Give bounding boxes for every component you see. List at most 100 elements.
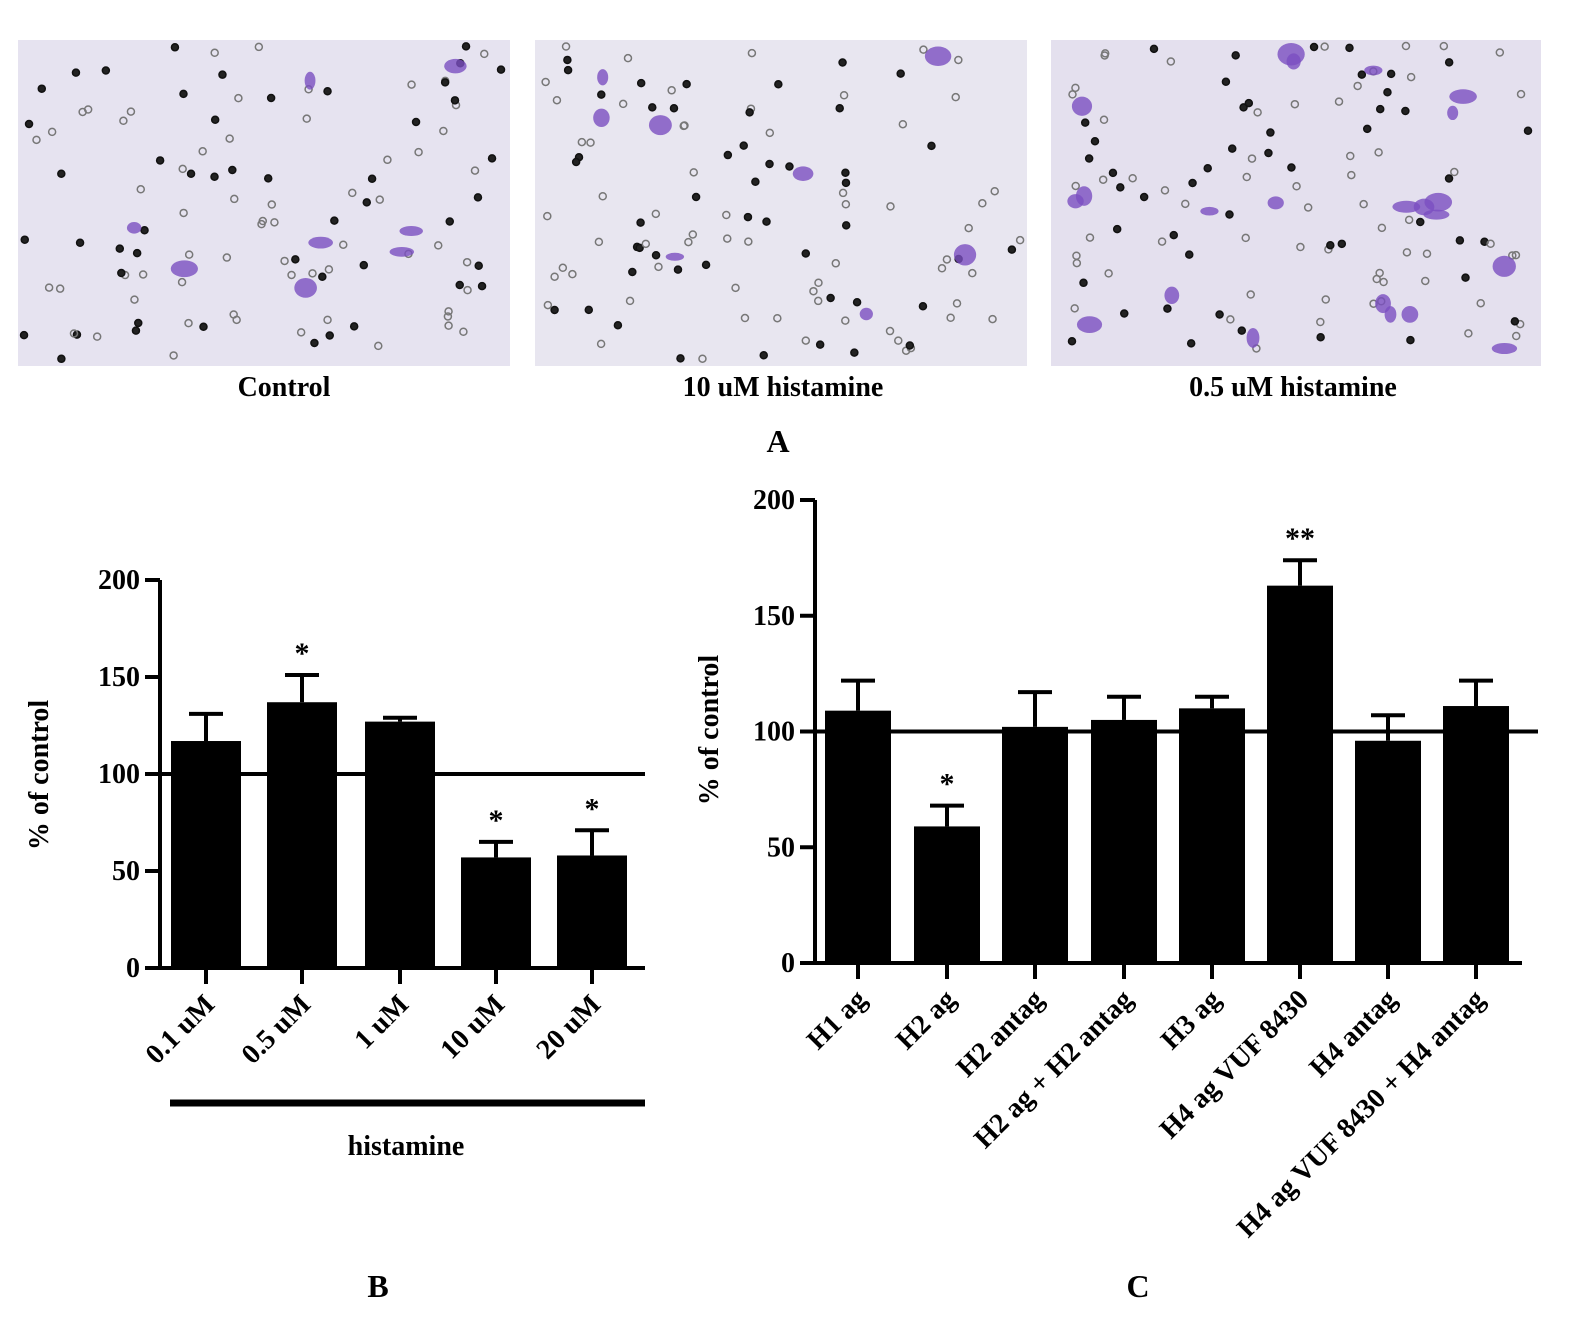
cell bbox=[1372, 274, 1381, 284]
cell bbox=[905, 341, 915, 350]
cell bbox=[359, 260, 369, 270]
cell bbox=[597, 90, 606, 99]
cell bbox=[210, 115, 220, 124]
cell bbox=[739, 141, 748, 150]
caption: Control bbox=[238, 372, 331, 403]
cell bbox=[1461, 273, 1470, 282]
cell bbox=[71, 68, 81, 77]
cell bbox=[1444, 58, 1454, 67]
cell bbox=[487, 154, 497, 163]
cell bbox=[852, 297, 862, 307]
cell bbox=[134, 318, 143, 328]
cell bbox=[1404, 215, 1414, 225]
cell bbox=[563, 55, 572, 65]
cell bbox=[990, 186, 999, 196]
x-tick-label: 0.5 uM bbox=[236, 989, 317, 1070]
cell bbox=[1357, 70, 1367, 79]
y-tick-label: 100 bbox=[753, 717, 795, 748]
cell bbox=[541, 77, 550, 87]
cell bbox=[374, 341, 383, 351]
cell bbox=[682, 79, 691, 89]
cell bbox=[774, 80, 783, 89]
stained-cell bbox=[126, 222, 142, 234]
cell bbox=[1296, 242, 1305, 252]
cell bbox=[1309, 42, 1319, 52]
cell bbox=[636, 78, 646, 88]
caption: 10 uM histamine bbox=[683, 372, 884, 403]
cell bbox=[839, 90, 849, 100]
cell bbox=[270, 218, 279, 227]
cell bbox=[1079, 278, 1088, 288]
cell bbox=[838, 58, 847, 67]
cell bbox=[480, 49, 489, 59]
cell bbox=[407, 80, 416, 89]
cell bbox=[785, 162, 794, 171]
cell bbox=[198, 147, 207, 156]
cell bbox=[459, 327, 468, 336]
stained-cell bbox=[953, 244, 977, 266]
cell bbox=[445, 217, 455, 226]
cell bbox=[414, 147, 423, 157]
cell bbox=[898, 119, 908, 129]
cell bbox=[1510, 317, 1520, 326]
cell bbox=[623, 53, 633, 63]
cell bbox=[826, 293, 835, 303]
cell bbox=[1149, 44, 1159, 54]
bar bbox=[1002, 726, 1068, 963]
cell bbox=[946, 313, 955, 323]
cell bbox=[232, 315, 241, 325]
cell bbox=[131, 326, 141, 335]
cell bbox=[433, 241, 443, 250]
cell bbox=[463, 285, 472, 295]
cell bbox=[885, 326, 895, 336]
cell bbox=[1383, 88, 1392, 97]
y-tick-label: 200 bbox=[98, 565, 140, 596]
cell bbox=[1116, 183, 1125, 192]
cell bbox=[19, 330, 29, 340]
cell bbox=[1346, 151, 1355, 161]
stained-cell bbox=[1076, 316, 1103, 333]
cell bbox=[942, 255, 952, 264]
cell bbox=[1246, 290, 1255, 299]
cell bbox=[1169, 230, 1179, 240]
cell bbox=[598, 192, 608, 201]
cell bbox=[651, 209, 661, 219]
bar bbox=[267, 702, 337, 968]
cell bbox=[765, 128, 775, 138]
cell bbox=[747, 48, 757, 58]
cell bbox=[1085, 233, 1095, 242]
cell bbox=[473, 193, 483, 202]
cell bbox=[596, 339, 606, 349]
cell bbox=[92, 332, 102, 341]
cell bbox=[651, 251, 661, 260]
cell bbox=[1523, 126, 1533, 136]
cell bbox=[543, 300, 553, 310]
cell bbox=[474, 261, 483, 270]
caption: 0.5 uM histamine bbox=[1189, 372, 1397, 403]
y-tick-label: 50 bbox=[767, 832, 795, 863]
cell bbox=[130, 295, 139, 304]
cell bbox=[310, 338, 319, 348]
cell bbox=[1303, 203, 1313, 212]
cell bbox=[199, 322, 208, 332]
cell bbox=[586, 138, 595, 147]
cell bbox=[1402, 248, 1412, 257]
cell bbox=[841, 200, 851, 209]
cell bbox=[287, 270, 296, 280]
cell bbox=[218, 70, 227, 79]
cell bbox=[1439, 41, 1449, 51]
cell bbox=[1455, 236, 1465, 245]
cell bbox=[952, 299, 962, 308]
cell bbox=[1186, 339, 1196, 348]
cell bbox=[801, 249, 811, 258]
cell bbox=[126, 107, 136, 116]
cell bbox=[1359, 199, 1368, 209]
stained-cell bbox=[859, 307, 873, 321]
x-tick-label: H2 ag bbox=[890, 984, 962, 1056]
cell bbox=[444, 307, 453, 316]
cell bbox=[1292, 182, 1301, 191]
cell bbox=[740, 313, 750, 323]
cell bbox=[155, 156, 165, 165]
bar bbox=[1179, 708, 1245, 963]
cell bbox=[179, 89, 188, 99]
